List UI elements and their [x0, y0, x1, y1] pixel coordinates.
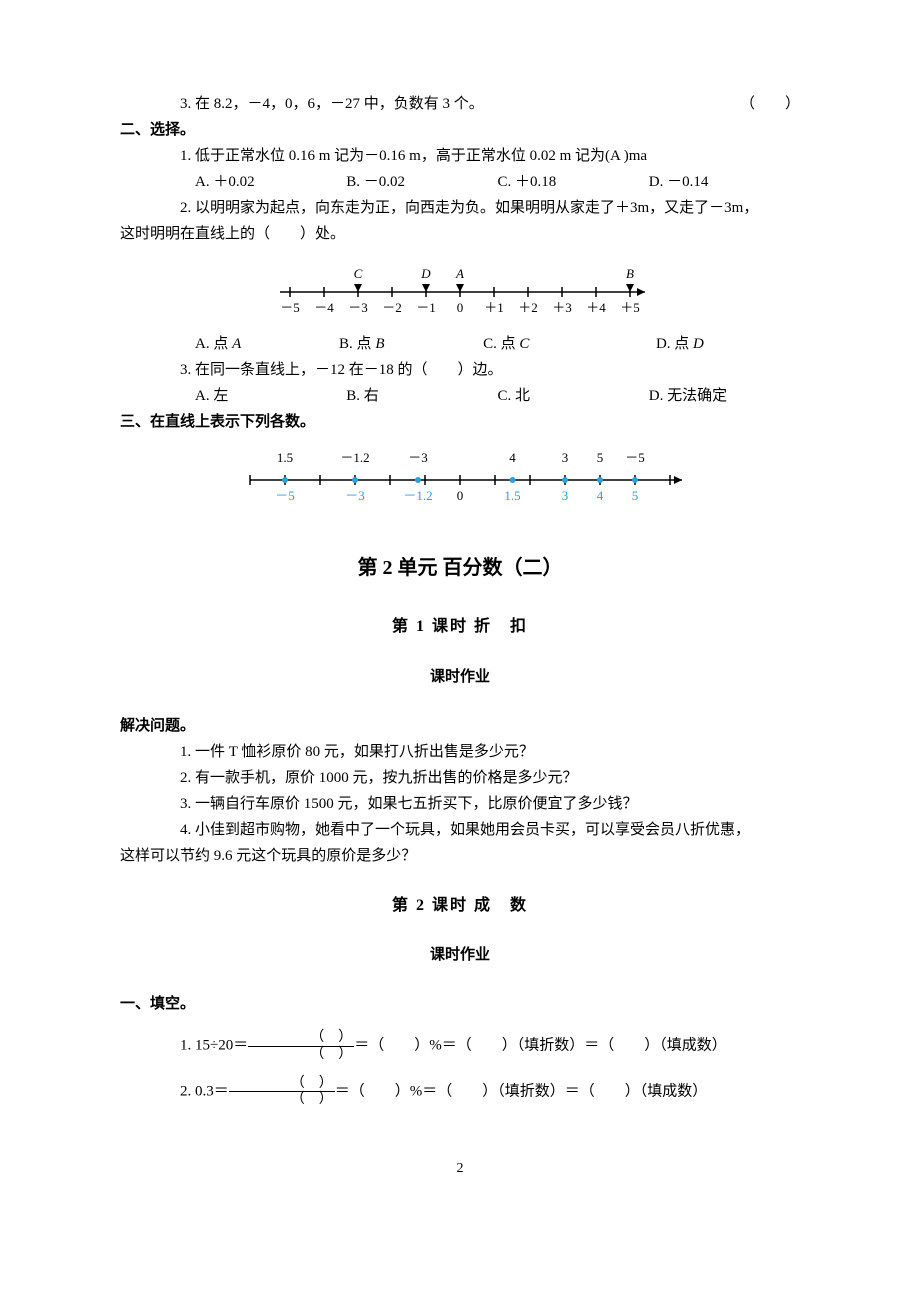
- lesson1-title: 第 1 课时 折 扣: [120, 614, 800, 640]
- fill-q1-post: ＝（ ）%＝（ ）（填折数）＝（ ）（填成数）: [354, 1038, 727, 1054]
- svg-text:－1.2: －1.2: [340, 450, 369, 465]
- q2-3-opt-a: A. 左: [195, 384, 346, 408]
- numberline-2: 1.5 －1.2 －3 4 3 5 －5 －5 －3 －1.2 0 1.5 3 4 5: [230, 442, 690, 512]
- svg-text:＋4: ＋4: [586, 300, 606, 315]
- q2-1-opt-b: B. －0.02: [346, 170, 497, 194]
- svg-text:0: 0: [457, 300, 464, 315]
- svg-text:4: 4: [509, 450, 516, 465]
- svg-text:5: 5: [632, 488, 639, 503]
- q2-1-text: 1. 低于正常水位 0.16 m 记为－0.16 m，高于正常水位 0.02 m…: [120, 144, 800, 168]
- svg-text:－2: －2: [382, 300, 402, 315]
- page-number: 2: [120, 1158, 800, 1180]
- numberline-1: －5 －4 －3 －2 －1 0 ＋1 ＋2 ＋3 ＋4 ＋5 C D A B: [260, 254, 660, 324]
- svg-text:－1: －1: [416, 300, 436, 315]
- section2-header: 二、选择。: [120, 118, 800, 142]
- svg-text:1.5: 1.5: [504, 488, 520, 503]
- q2-3-options: A. 左 B. 右 C. 北 D. 无法确定: [120, 384, 800, 408]
- fill-q2-frac: （ ）（ ）: [229, 1076, 335, 1108]
- svg-text:1.5: 1.5: [277, 450, 293, 465]
- fill-q1: 1. 15÷20＝（ ）（ ）＝（ ）%＝（ ）（填折数）＝（ ）（填成数）: [120, 1030, 800, 1062]
- q2-1-opt-c: C. ＋0.18: [498, 170, 649, 194]
- svg-text:－1.2: －1.2: [403, 488, 432, 503]
- svg-text:－3: －3: [408, 450, 428, 465]
- homework-label-1: 课时作业: [120, 665, 800, 689]
- svg-text:B: B: [626, 266, 634, 281]
- svg-text:5: 5: [597, 450, 604, 465]
- svg-text:＋3: ＋3: [552, 300, 572, 315]
- svg-text:＋1: ＋1: [484, 300, 504, 315]
- solve-q3: 3. 一辆自行车原价 1500 元，如果七五折买下，比原价便宜了多少钱？: [120, 792, 800, 816]
- q2-3-opt-b: B. 右: [346, 384, 497, 408]
- svg-text:C: C: [354, 266, 363, 281]
- fill-q1-frac: （ ）（ ）: [248, 1030, 354, 1062]
- q2-2-line2: 这时明明在直线上的（ ）处。: [120, 222, 800, 246]
- q2-2-opt-c: C. 点 C: [483, 332, 656, 356]
- svg-text:＋2: ＋2: [518, 300, 538, 315]
- svg-text:D: D: [420, 266, 431, 281]
- svg-text:3: 3: [562, 450, 569, 465]
- lesson2-title: 第 2 课时 成 数: [120, 893, 800, 919]
- fill-q2: 2. 0.3＝（ ）（ ）＝（ ）%＝（ ）（填折数）＝（ ）（填成数）: [120, 1076, 800, 1108]
- q2-3-opt-d: D. 无法确定: [649, 384, 800, 408]
- q2-2-opt-b: B. 点 B: [339, 332, 483, 356]
- solve-q2: 2. 有一款手机，原价 1000 元，按九折出售的价格是多少元？: [120, 766, 800, 790]
- q1-3: 3. 在 8.2，－4，0，6，－27 中，负数有 3 个。 （ ）: [120, 92, 800, 116]
- q2-1-opt-d: D. －0.14: [649, 170, 800, 194]
- q2-3-opt-c: C. 北: [498, 384, 649, 408]
- svg-text:0: 0: [457, 488, 464, 503]
- q2-3-text: 3. 在同一条直线上，－12 在－18 的（ ）边。: [120, 358, 800, 382]
- unit2-title: 第 2 单元 百分数（二）: [120, 552, 800, 584]
- svg-text:－5: －5: [280, 300, 300, 315]
- solve-q4b: 这样可以节约 9.6 元这个玩具的原价是多少？: [120, 844, 800, 868]
- svg-text:＋5: ＋5: [620, 300, 640, 315]
- solve-header: 解决问题。: [120, 714, 800, 738]
- solve-q4a: 4. 小佳到超市购物，她看中了一个玩具，如果她用会员卡买，可以享受会员八折优惠，: [120, 818, 800, 842]
- q1-3-paren: （ ）: [680, 92, 800, 116]
- solve-q1: 1. 一件 T 恤衫原价 80 元，如果打八折出售是多少元？: [120, 740, 800, 764]
- q2-2-opt-a: A. 点 A: [195, 332, 339, 356]
- q2-2-options: A. 点 A B. 点 B C. 点 C D. 点 D: [120, 332, 800, 356]
- fill-q2-post: ＝（ ）%＝（ ）（填折数）＝（ ）（填成数）: [335, 1083, 708, 1099]
- fill-q1-pre: 1. 15÷20＝: [180, 1038, 248, 1054]
- q2-2-opt-d: D. 点 D: [656, 332, 800, 356]
- svg-text:－4: －4: [314, 300, 334, 315]
- section3-header: 三、在直线上表示下列各数。: [120, 410, 800, 434]
- svg-text:－3: －3: [348, 300, 368, 315]
- q2-2-line1: 2. 以明明家为起点，向东走为正，向西走为负。如果明明从家走了＋3m，又走了－3…: [120, 196, 800, 220]
- fill-q2-pre: 2. 0.3＝: [180, 1083, 229, 1099]
- svg-text:－3: －3: [345, 488, 365, 503]
- fill-header: 一、填空。: [120, 992, 800, 1016]
- svg-text:4: 4: [597, 488, 604, 503]
- svg-text:－5: －5: [275, 488, 295, 503]
- svg-text:－5: －5: [625, 450, 645, 465]
- q1-3-text: 3. 在 8.2，－4，0，6，－27 中，负数有 3 个。: [180, 96, 484, 112]
- svg-text:A: A: [455, 266, 464, 281]
- q2-1-options: A. ＋0.02 B. －0.02 C. ＋0.18 D. －0.14: [120, 170, 800, 194]
- homework-label-2: 课时作业: [120, 943, 800, 967]
- svg-text:3: 3: [562, 488, 569, 503]
- q2-1-opt-a: A. ＋0.02: [195, 170, 346, 194]
